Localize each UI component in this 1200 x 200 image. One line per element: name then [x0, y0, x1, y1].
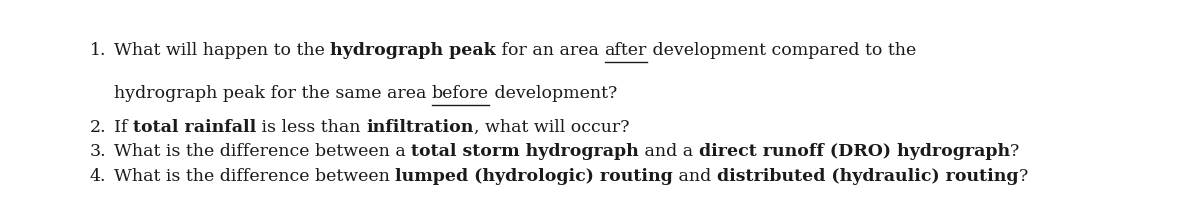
Text: 4.: 4. — [90, 168, 107, 185]
Text: What is the difference between a: What is the difference between a — [114, 143, 412, 160]
Text: development?: development? — [488, 85, 617, 102]
Text: for an area: for an area — [496, 42, 605, 59]
Text: total storm hydrograph: total storm hydrograph — [412, 143, 640, 160]
Text: development compared to the: development compared to the — [647, 42, 916, 59]
Text: What is the difference between: What is the difference between — [114, 168, 395, 185]
Text: 2.: 2. — [90, 119, 107, 136]
Text: infiltration: infiltration — [366, 119, 474, 136]
Text: , what will occur?: , what will occur? — [474, 119, 629, 136]
Text: ?: ? — [1009, 143, 1019, 160]
Text: If: If — [114, 119, 133, 136]
Text: direct runoff (DRO) hydrograph: direct runoff (DRO) hydrograph — [698, 143, 1009, 160]
Text: ?: ? — [1019, 168, 1027, 185]
Text: and: and — [673, 168, 716, 185]
Text: after: after — [605, 42, 647, 59]
Text: before: before — [432, 85, 488, 102]
Text: hydrograph peak: hydrograph peak — [330, 42, 496, 59]
Text: is less than: is less than — [257, 119, 366, 136]
Text: lumped (hydrologic) routing: lumped (hydrologic) routing — [395, 168, 673, 185]
Text: What will happen to the: What will happen to the — [114, 42, 330, 59]
Text: distributed (hydraulic) routing: distributed (hydraulic) routing — [716, 168, 1019, 185]
Text: total rainfall: total rainfall — [133, 119, 257, 136]
Text: 1.: 1. — [90, 42, 107, 59]
Text: and a: and a — [640, 143, 698, 160]
Text: 3.: 3. — [90, 143, 107, 160]
Text: hydrograph peak for the same area: hydrograph peak for the same area — [114, 85, 432, 102]
